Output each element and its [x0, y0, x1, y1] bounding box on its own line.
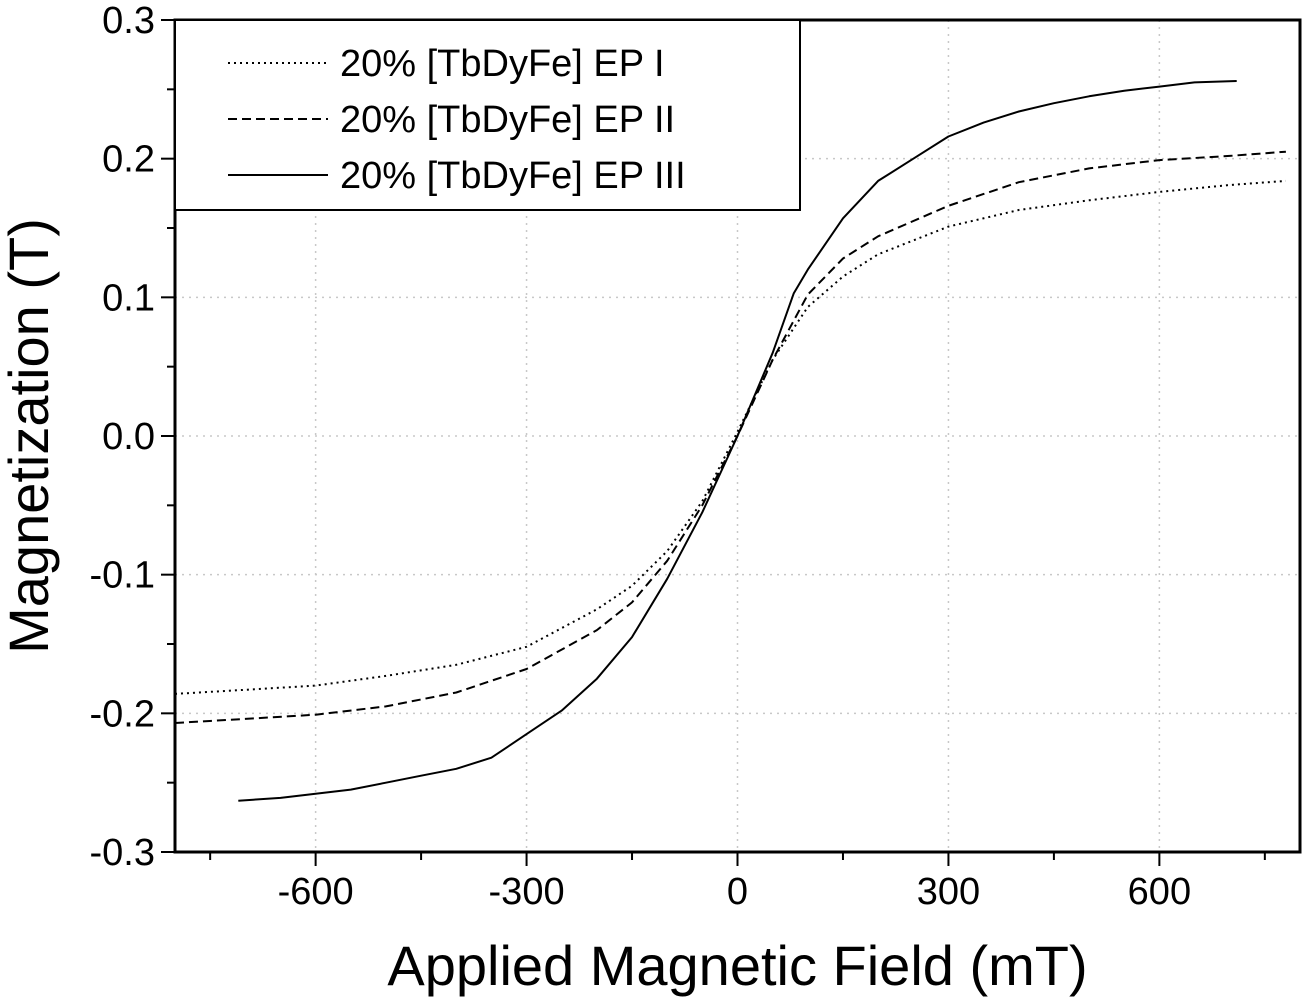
x-tick-label: -600: [278, 871, 354, 913]
x-tick-label: 600: [1128, 871, 1191, 913]
axis-ticks: [161, 19, 1266, 866]
series-line-3: [238, 80, 1237, 802]
series-line-1: [174, 179, 1286, 695]
x-tick-label: 300: [917, 871, 980, 913]
y-tick-label: 0.1: [102, 277, 155, 319]
series-lines: [174, 80, 1286, 802]
y-tick-label: -0.3: [90, 832, 155, 874]
y-tick-label: -0.2: [90, 693, 155, 735]
x-axis-title: Applied Magnetic Field (mT): [387, 934, 1087, 997]
y-tick-label: 0.3: [102, 0, 155, 42]
y-tick-label: 0.0: [102, 416, 155, 458]
legend-box: [174, 19, 801, 211]
legend-label-2: 20% [TbDyFe] EP II: [340, 99, 675, 141]
y-axis-title: Magnetization (T): [0, 218, 60, 654]
grid: [175, 20, 1300, 852]
x-tick-label: 0: [727, 871, 748, 913]
legend-label-1: 20% [TbDyFe] EP I: [340, 43, 665, 85]
legend-items: 20% [TbDyFe] EP I 20% [TbDyFe] EP II 20% […: [228, 43, 686, 197]
series-line-2: [174, 150, 1286, 724]
y-tick-label: 0.2: [102, 139, 155, 181]
tick-labels: -600 -300 0 300 600 -0.3 -0.2 -0.1 0.0 0.1 0.2 0.3: [90, 0, 1192, 913]
y-tick-label: -0.1: [90, 555, 155, 597]
x-tick-label: -300: [489, 871, 565, 913]
legend: 20% [TbDyFe] EP I 20% [TbDyFe] EP II 20% […: [174, 19, 801, 211]
legend-label-3: 20% [TbDyFe] EP III: [340, 155, 686, 197]
